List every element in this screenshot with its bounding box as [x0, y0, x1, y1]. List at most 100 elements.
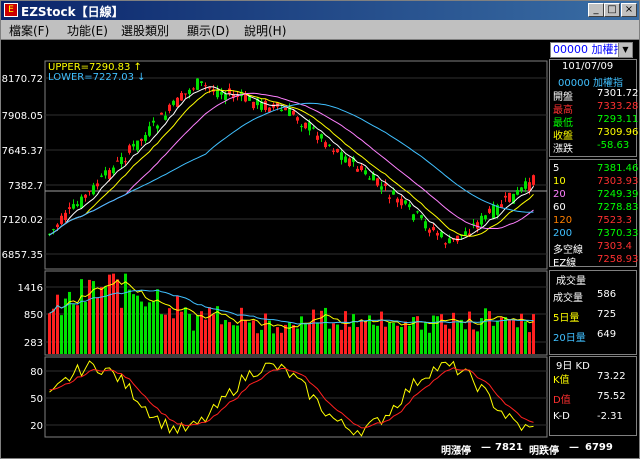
kd-label: K值	[553, 375, 570, 386]
quote-date: 101/07/09	[562, 61, 614, 72]
volume-bar	[88, 279, 91, 354]
volume-value: 586	[597, 289, 617, 300]
candle-body	[152, 120, 155, 123]
close-button[interactable]: ×	[621, 3, 637, 17]
candle-body	[184, 93, 187, 95]
kd-label: K-D	[553, 411, 570, 422]
volume-bar	[496, 320, 499, 354]
candle-body	[144, 135, 147, 141]
volume-bar	[352, 314, 355, 354]
volume-bar	[164, 314, 167, 354]
candle-body	[268, 107, 271, 113]
volume-bar	[184, 307, 187, 354]
menu-display[interactable]: 顯示(D)	[187, 24, 230, 38]
symbol-select[interactable]: 00000 加權指 ▼	[550, 42, 633, 58]
candle-body	[124, 161, 127, 163]
volume-bar	[416, 316, 419, 354]
moving-average-line	[49, 89, 534, 237]
app-logo-icon[interactable]: E	[4, 3, 18, 17]
quote-box: 101/07/09 00000 加權指 開盤 7301.72 最高 7333.28 最低…	[549, 59, 638, 157]
volume-bar	[376, 325, 379, 354]
chevron-down-icon[interactable]: ▼	[618, 43, 632, 57]
ma-label: 200	[553, 228, 573, 239]
volume-bar	[300, 316, 303, 354]
candle-body	[156, 125, 159, 129]
volume-bar	[488, 311, 491, 354]
kd-line	[49, 360, 534, 437]
volume-bar	[232, 325, 235, 354]
candle-body	[528, 182, 531, 192]
volume-bar	[108, 274, 111, 354]
ma-label: 60	[553, 202, 566, 213]
volume-bar	[204, 319, 207, 354]
candle-body	[372, 173, 375, 181]
upper-band-label: UPPER=7290.83 ↑	[48, 62, 142, 73]
volume-bar	[460, 319, 463, 354]
volume-bar	[188, 313, 191, 354]
volume-bar	[120, 307, 123, 354]
volume-bar	[92, 281, 95, 354]
ma-value: 7370.33	[597, 228, 639, 239]
volume-panel-frame	[44, 270, 548, 356]
volume-bar	[500, 317, 503, 354]
candle-body	[216, 90, 219, 98]
moving-average-box: 5 7381.46 10 7303.93 20 7249.39 60 7278.83 120 75…	[549, 159, 639, 269]
volume-bar	[236, 325, 239, 354]
candle-body	[180, 92, 183, 101]
ma-label: 20	[553, 189, 566, 200]
limit-down-sep: —	[569, 442, 579, 453]
candle-body	[252, 101, 255, 109]
candle-body	[448, 238, 451, 244]
quote-label: 最高	[553, 105, 573, 116]
candle-body	[384, 183, 387, 186]
candle-body	[256, 98, 259, 106]
volume-bar	[504, 317, 507, 354]
title-bar[interactable]: E EZStock【日線】 _ □ ×	[1, 1, 639, 20]
quote-label: 開盤	[553, 92, 573, 103]
minimize-button[interactable]: _	[588, 3, 604, 17]
volume-bar	[68, 291, 71, 354]
volume-bar	[316, 322, 319, 354]
kd-ytick-label: 50	[30, 394, 43, 405]
limit-up-sep: —	[481, 442, 491, 453]
candle-body	[420, 215, 423, 219]
menu-stock-category[interactable]: 選股類別	[121, 24, 170, 38]
candle-body	[220, 91, 223, 95]
kd-panel-frame	[44, 356, 548, 438]
volume-bar	[484, 308, 487, 354]
limit-down-label: 明跌停	[529, 446, 559, 457]
volume-bar	[320, 310, 323, 354]
volume-bar	[276, 327, 279, 354]
candle-body	[72, 204, 75, 209]
volume-bar	[404, 321, 407, 354]
candle-body	[524, 181, 527, 189]
menu-function[interactable]: 功能(E)	[67, 24, 108, 38]
chart-area[interactable]: 8170.72 7908.05 7645.37 7382.7 7120.02 6857.3…	[1, 59, 549, 439]
volume-bar	[436, 316, 439, 354]
volume-bar	[508, 318, 511, 354]
volume-bar	[336, 324, 339, 354]
candle-body	[496, 204, 499, 215]
ma-label: 5	[553, 163, 560, 174]
candle-body	[416, 211, 419, 213]
candle-body	[476, 222, 479, 229]
volume-bar	[440, 314, 443, 354]
volume-bar	[332, 323, 335, 354]
menu-help[interactable]: 說明(H)	[244, 24, 287, 38]
ma-value: 7303.93	[597, 176, 639, 187]
volume-bar	[360, 319, 363, 354]
menu-file[interactable]: 檔案(F)	[9, 24, 50, 38]
volume-bar	[248, 322, 251, 354]
candle-body	[260, 101, 263, 110]
candle-body	[488, 208, 491, 213]
volume-bar	[148, 302, 151, 354]
price-ytick-label: 7645.37	[2, 146, 43, 157]
volume-label: 20日量	[553, 333, 586, 344]
volume-bar	[364, 321, 367, 354]
volume-bar	[424, 322, 427, 354]
lower-band-label: LOWER=7227.03 ↓	[48, 72, 146, 83]
candle-body	[172, 100, 175, 105]
candle-body	[196, 78, 199, 90]
maximize-button[interactable]: □	[604, 3, 620, 17]
